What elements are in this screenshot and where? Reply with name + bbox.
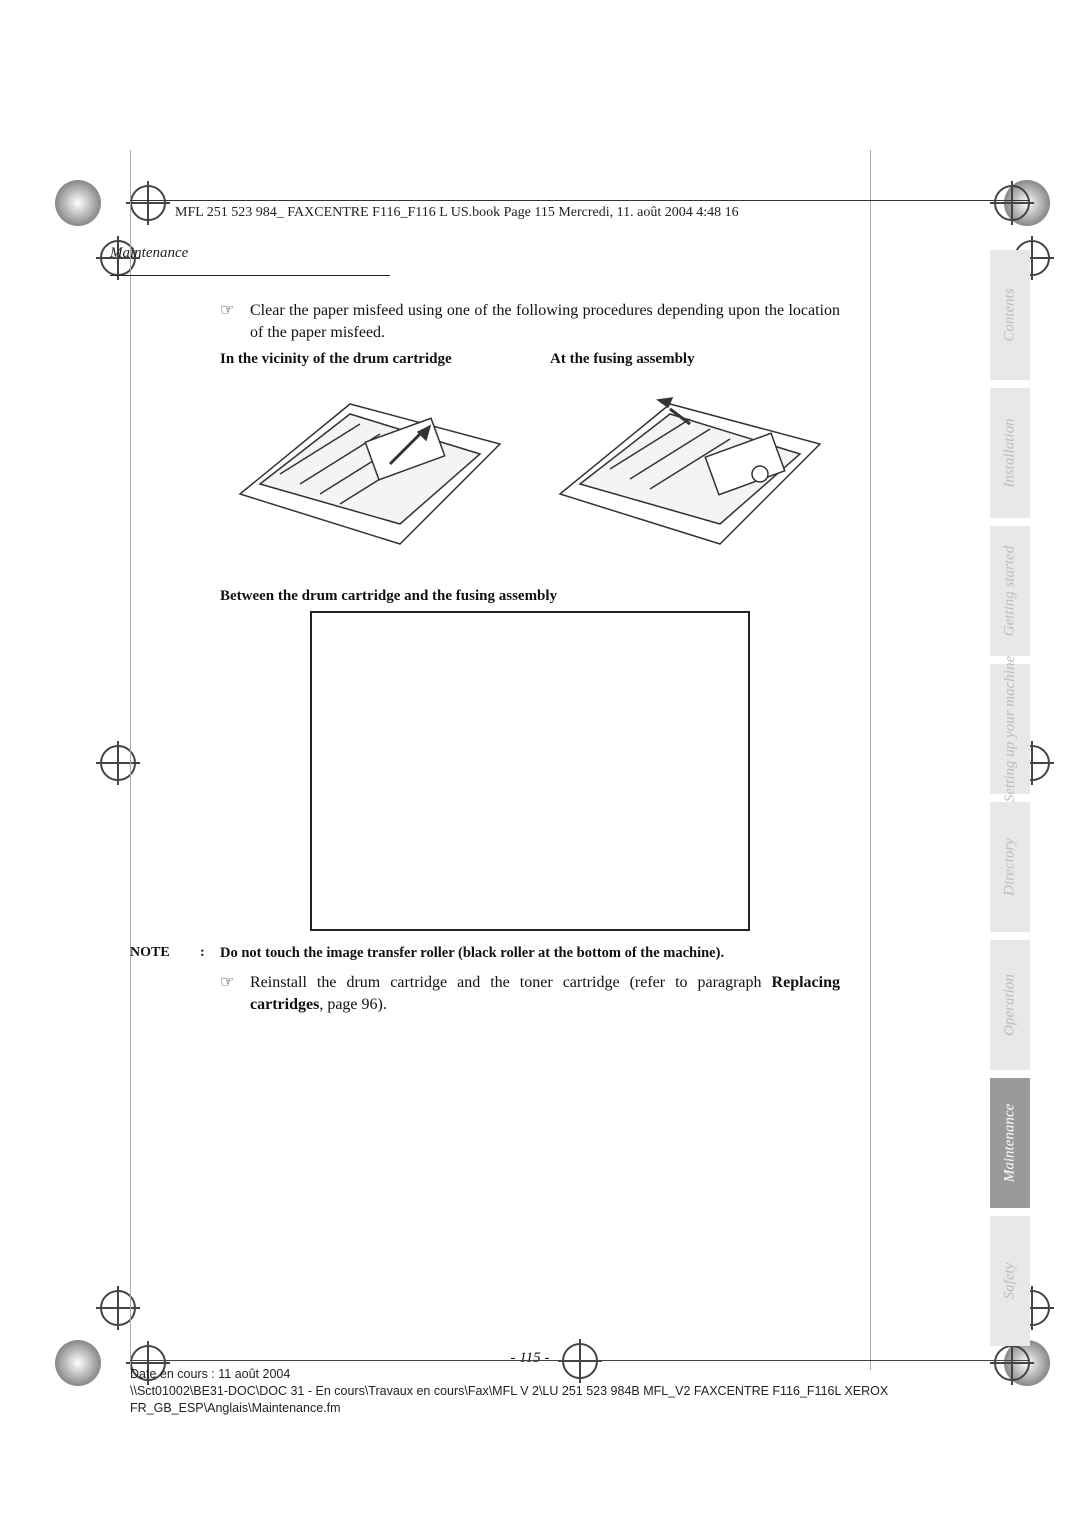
figure-row <box>220 374 840 574</box>
footer: Date en cours : 11 août 2004 \\Sct01002\… <box>130 1360 1030 1418</box>
tab-label: Directory <box>1002 838 1019 896</box>
footer-file: FR_GB_ESP\Anglais\Maintenance.fm <box>130 1401 1030 1415</box>
registration-mark-icon <box>994 185 1030 221</box>
note-label: NOTE <box>130 945 200 962</box>
registration-mark-icon <box>130 185 166 221</box>
page-body: ☞ Clear the paper misfeed using one of t… <box>220 300 840 1015</box>
print-mark-icon <box>55 1340 101 1386</box>
subheading-left: In the vicinity of the drum cartridge <box>220 351 550 368</box>
note-text: Do not touch the image transfer roller (… <box>220 945 840 962</box>
tab-label: Safety <box>1002 1263 1019 1300</box>
section-title: Maintenance <box>110 245 188 262</box>
tab-label: Contents <box>1002 288 1019 341</box>
tab-label: Operation <box>1002 974 1019 1036</box>
pointer-icon: ☞ <box>220 972 250 1015</box>
subheading-right: At the fusing assembly <box>550 351 695 368</box>
instruction-row: ☞ Clear the paper misfeed using one of t… <box>220 300 840 343</box>
pointer-icon: ☞ <box>220 300 250 343</box>
subheading-between: Between the drum cartridge and the fusin… <box>220 588 840 605</box>
print-mark-icon <box>55 180 101 226</box>
tab-directory[interactable]: Directory <box>990 802 1030 932</box>
instruction-text: Clear the paper misfeed using one of the… <box>250 300 840 343</box>
tab-safety[interactable]: Safety <box>990 1216 1030 1346</box>
tab-maintenance[interactable]: Maintenance <box>990 1078 1030 1208</box>
tab-label: Getting started <box>1002 546 1019 636</box>
tab-operation[interactable]: Operation <box>990 940 1030 1070</box>
instruction-row: ☞ Reinstall the drum cartridge and the t… <box>220 972 840 1015</box>
footer-path: \\Sct01002\BE31-DOC\DOC 31 - En cours\Tr… <box>130 1384 1030 1398</box>
tab-contents[interactable]: Contents <box>990 250 1030 380</box>
text-part: Reinstall the drum cartridge and the ton… <box>250 974 772 991</box>
crop-guide <box>870 150 871 1370</box>
section-rule <box>110 275 390 276</box>
text-part: , page 96). <box>319 996 387 1013</box>
tab-label: Maintenance <box>1002 1104 1019 1182</box>
figure-between <box>310 611 750 931</box>
instruction-text: Reinstall the drum cartridge and the ton… <box>250 972 840 1015</box>
note-colon: : <box>200 945 220 962</box>
running-header: MFL 251 523 984_ FAXCENTRE F116_F116 L U… <box>175 205 739 221</box>
header-rule <box>130 200 1030 201</box>
tab-label: Installation <box>1002 418 1019 487</box>
tab-setting-up[interactable]: Setting up your machine <box>990 664 1030 794</box>
crop-guide <box>130 150 131 1370</box>
tab-getting-started[interactable]: Getting started <box>990 526 1030 656</box>
figure-fusing-assembly <box>540 374 840 574</box>
side-tabs: Contents Installation Getting started Se… <box>990 250 1030 1354</box>
tab-label: Setting up your machine <box>1002 656 1019 802</box>
tab-installation[interactable]: Installation <box>990 388 1030 518</box>
note-row: NOTE : Do not touch the image transfer r… <box>130 945 840 962</box>
registration-mark-icon <box>562 1343 598 1379</box>
figure-drum-cartridge <box>220 374 520 574</box>
subheading-row: In the vicinity of the drum cartridge At… <box>220 351 840 368</box>
